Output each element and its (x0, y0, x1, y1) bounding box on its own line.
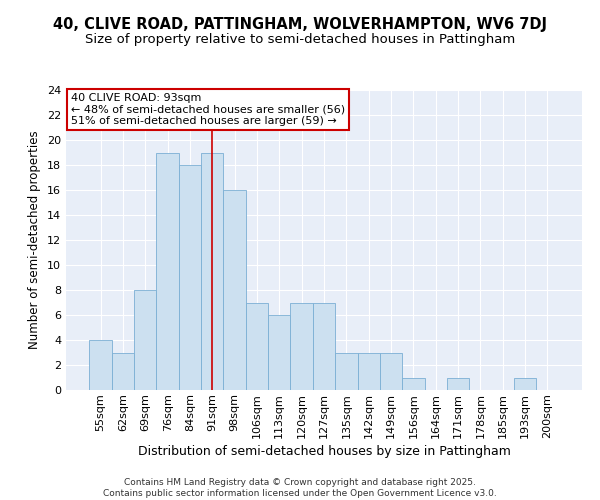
Bar (358, 352, 380, 390)
Bar (201, 152, 223, 390)
Y-axis label: Number of semi-detached properties: Number of semi-detached properties (28, 130, 41, 350)
Bar (179, 165, 201, 390)
Bar (223, 190, 246, 390)
Bar (112, 352, 134, 390)
Bar (380, 352, 402, 390)
Bar (157, 152, 179, 390)
Bar (89, 340, 112, 390)
Bar (514, 378, 536, 390)
Bar (402, 378, 425, 390)
Bar (447, 378, 469, 390)
Bar (268, 315, 290, 390)
Text: 40, CLIVE ROAD, PATTINGHAM, WOLVERHAMPTON, WV6 7DJ: 40, CLIVE ROAD, PATTINGHAM, WOLVERHAMPTO… (53, 18, 547, 32)
Text: Contains HM Land Registry data © Crown copyright and database right 2025.
Contai: Contains HM Land Registry data © Crown c… (103, 478, 497, 498)
Bar (313, 302, 335, 390)
Bar (290, 302, 313, 390)
Text: 40 CLIVE ROAD: 93sqm
← 48% of semi-detached houses are smaller (56)
51% of semi-: 40 CLIVE ROAD: 93sqm ← 48% of semi-detac… (71, 93, 345, 126)
Bar (134, 290, 157, 390)
Text: Size of property relative to semi-detached houses in Pattingham: Size of property relative to semi-detach… (85, 32, 515, 46)
X-axis label: Distribution of semi-detached houses by size in Pattingham: Distribution of semi-detached houses by … (137, 444, 511, 458)
Bar (246, 302, 268, 390)
Bar (335, 352, 358, 390)
